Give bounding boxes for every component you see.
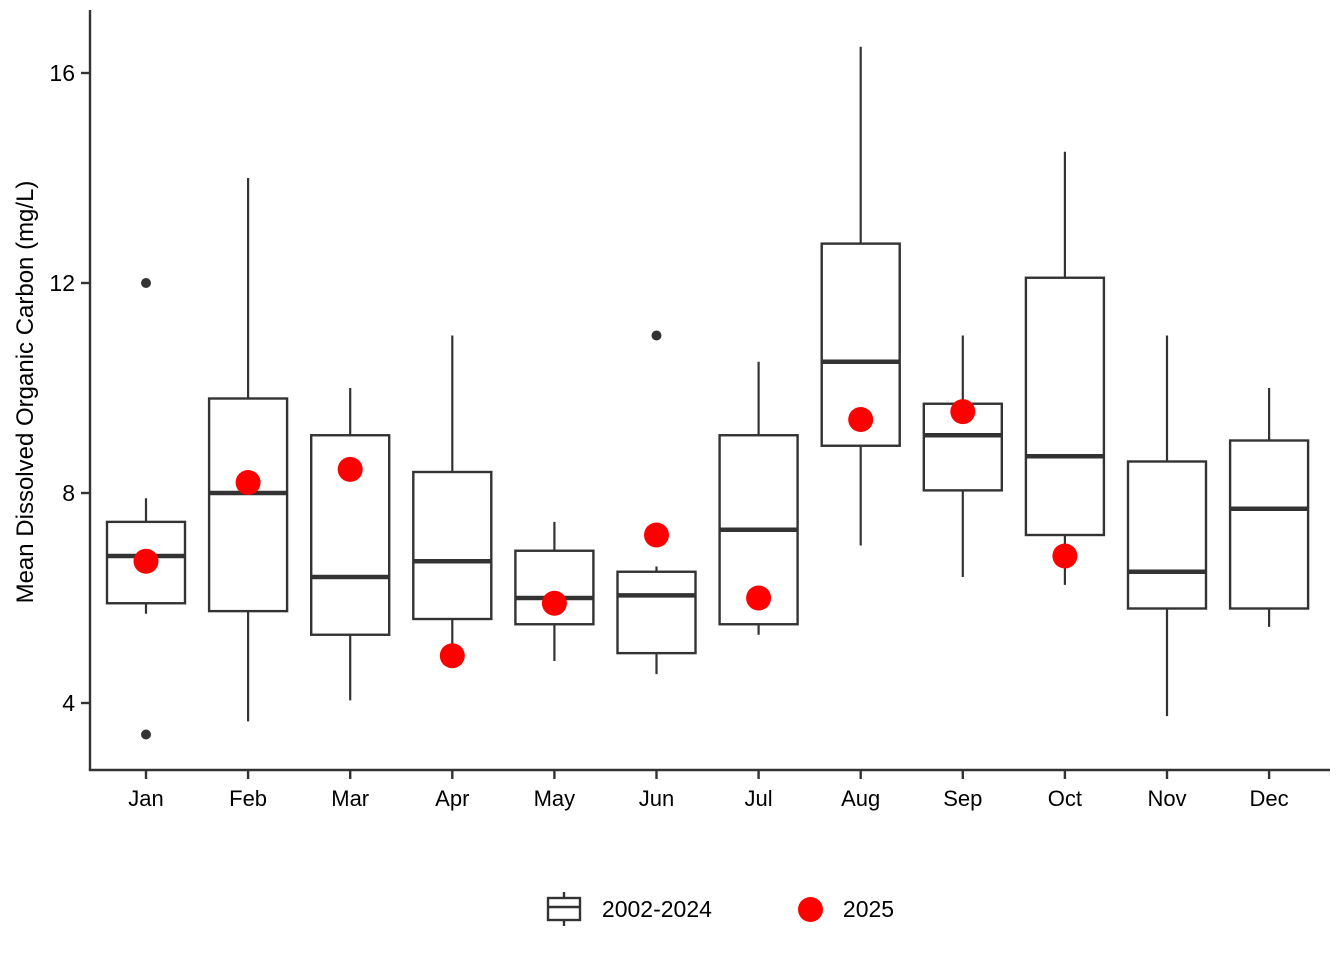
box-oct bbox=[1024, 276, 1106, 537]
box-nov bbox=[1126, 460, 1208, 610]
x-tick-label-jan: Jan bbox=[128, 786, 163, 811]
y-tick-label: 8 bbox=[62, 480, 75, 506]
dot-2025-jul bbox=[746, 585, 772, 611]
box-may bbox=[514, 549, 595, 626]
legend-entry-2025: 2025 bbox=[797, 895, 895, 923]
x-tick-label-jul: Jul bbox=[745, 786, 773, 811]
outlier-jan bbox=[141, 729, 151, 740]
dot-2025-apr bbox=[439, 643, 465, 669]
dot-2025-aug bbox=[848, 407, 874, 432]
x-tick-label-aug: Aug bbox=[841, 786, 880, 811]
dot-2025-may bbox=[541, 590, 567, 616]
dot-2025-mar bbox=[337, 456, 363, 482]
dot-2025-jun bbox=[644, 522, 669, 548]
dot-2025-sep bbox=[950, 399, 976, 425]
plot-area: 4 8 12 16 Jan Feb Mar Apr May Jun Jul Aug Sep Oct Nov D… bbox=[49, 10, 1330, 811]
x-tick-label-sep: Sep bbox=[943, 786, 982, 811]
legend-entry-historical: 2002-2024 bbox=[546, 891, 712, 927]
x-tick-label-feb: Feb bbox=[229, 786, 267, 811]
x-tick-label-dec: Dec bbox=[1250, 786, 1289, 811]
dot-2025-oct bbox=[1052, 543, 1078, 569]
x-tick-label-mar: Mar bbox=[331, 786, 369, 811]
dot-2025-feb bbox=[235, 470, 261, 495]
y-tick-label: 4 bbox=[62, 690, 75, 716]
y-tick-label: 12 bbox=[49, 270, 75, 296]
box-feb bbox=[207, 397, 289, 613]
outlier-jan bbox=[141, 278, 151, 288]
legend: 2002-2024 2025 bbox=[48, 878, 1344, 940]
x-tick-label-oct: Oct bbox=[1048, 786, 1082, 811]
x-tick-label-apr: Apr bbox=[435, 786, 469, 811]
legend-label-2025: 2025 bbox=[842, 895, 895, 922]
dot-2025-jan bbox=[133, 548, 159, 574]
legend-label-historical: 2002-2024 bbox=[601, 895, 712, 922]
box-apr bbox=[412, 470, 493, 621]
red-dot-icon bbox=[797, 896, 823, 922]
box-jun bbox=[616, 570, 697, 655]
x-tick-label-jun: Jun bbox=[639, 786, 674, 811]
outlier-jun bbox=[651, 330, 662, 341]
x-tick-label-may: May bbox=[534, 786, 576, 811]
boxplot-glyph-icon bbox=[546, 892, 582, 926]
x-tick-label-nov: Nov bbox=[1147, 786, 1186, 811]
box-dec bbox=[1228, 439, 1310, 610]
y-tick-label: 16 bbox=[49, 60, 75, 86]
